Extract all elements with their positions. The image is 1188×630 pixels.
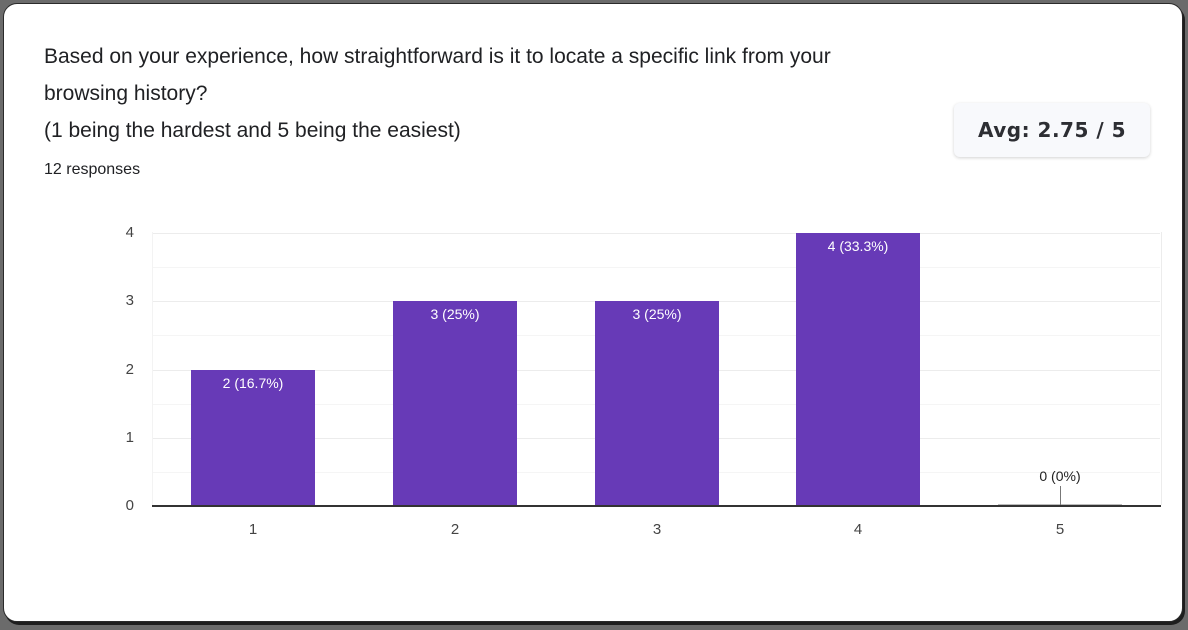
bar-value-label: 2 (16.7%) — [222, 375, 284, 391]
y-axis-tick-label: 3 — [125, 292, 134, 309]
gridline — [152, 233, 1160, 234]
y-axis-tick-label: 2 — [125, 361, 134, 378]
x-axis-tick-label: 5 — [1055, 521, 1065, 538]
x-axis-tick-label: 2 — [450, 521, 460, 538]
bar-value-label: 3 (25%) — [430, 306, 480, 322]
y-axis-tick-label: 1 — [125, 429, 134, 446]
bar-value-label: 0 (0%) — [1039, 468, 1081, 484]
x-axis-tick-label: 4 — [853, 521, 863, 538]
bar-1 — [191, 370, 315, 507]
x-axis-tick-label: 3 — [652, 521, 662, 538]
x-axis-baseline — [152, 505, 1161, 507]
gridline — [152, 267, 1160, 268]
question-title: Based on your experience, how straightfo… — [44, 38, 964, 149]
zero-value-leader — [1060, 486, 1061, 505]
bar-2 — [393, 301, 517, 506]
x-axis-tick-label: 1 — [248, 521, 258, 538]
bar-3 — [595, 301, 719, 506]
y-axis-tick-label: 0 — [125, 497, 134, 514]
plot-left-border — [152, 232, 153, 505]
bar-4 — [796, 233, 920, 506]
y-axis-tick-label: 4 — [125, 224, 134, 241]
question-line-2: browsing history? — [44, 82, 208, 105]
bar-value-label: 4 (33.3%) — [827, 238, 889, 254]
bar-value-label: 3 (25%) — [632, 306, 682, 322]
average-badge: Avg: 2.75 / 5 — [954, 103, 1150, 157]
question-line-1: Based on your experience, how straightfo… — [44, 45, 831, 68]
response-count: 12 responses — [44, 161, 141, 178]
question-line-3: (1 being the hardest and 5 being the eas… — [44, 119, 461, 142]
plot-right-border — [1161, 232, 1162, 505]
